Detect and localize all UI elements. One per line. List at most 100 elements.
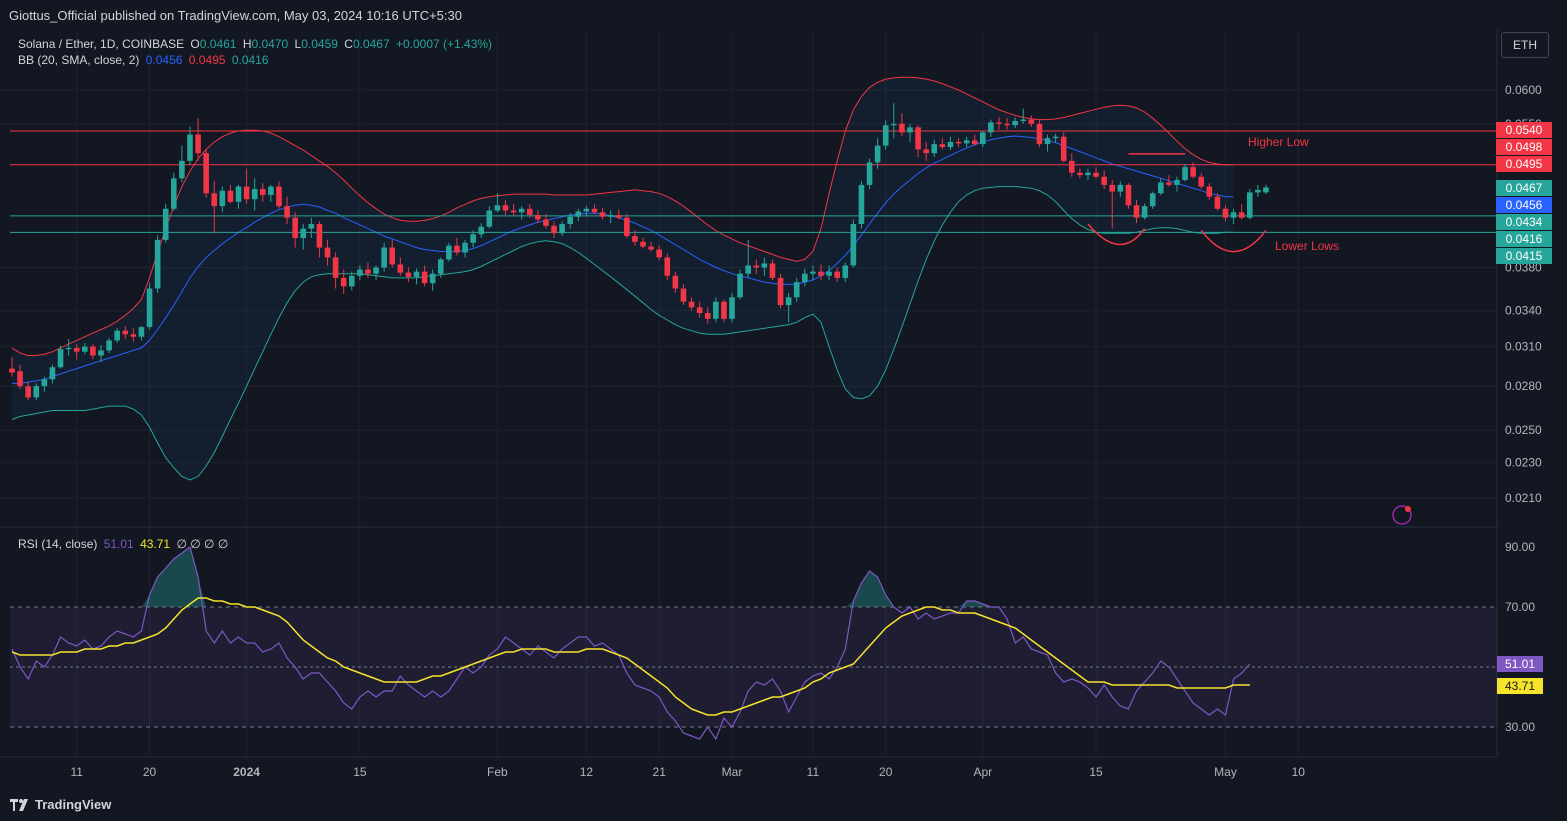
candle	[891, 103, 897, 139]
candle	[624, 214, 630, 238]
candle	[324, 239, 331, 266]
candle-body	[1206, 186, 1213, 197]
candle-body	[316, 224, 323, 248]
candle-body	[615, 214, 622, 218]
candle-body	[567, 216, 574, 225]
candle	[171, 172, 177, 211]
candle-body	[640, 241, 646, 247]
candle-body	[915, 127, 921, 150]
candle-body	[122, 330, 129, 335]
candle	[640, 237, 646, 249]
candle-body	[381, 247, 387, 268]
candle	[413, 268, 420, 285]
candle-body	[1101, 176, 1107, 185]
candle	[195, 118, 201, 161]
candle	[526, 204, 533, 218]
rsi-y-tick-label: 70.00	[1505, 600, 1535, 614]
bottom-bar: TradingView	[0, 790, 1567, 821]
candle	[65, 339, 72, 356]
candle-body	[211, 193, 218, 207]
candle	[243, 168, 250, 204]
alert-dot-icon	[1405, 506, 1411, 512]
candle-body	[1214, 196, 1221, 209]
candle	[421, 265, 428, 287]
lower-lows-annotation: Lower Lows	[1275, 239, 1340, 253]
candle	[1166, 175, 1172, 187]
candle	[688, 297, 695, 311]
candle	[1230, 208, 1237, 225]
low-label: L	[294, 37, 302, 51]
candle	[866, 158, 873, 190]
candle	[1157, 178, 1164, 195]
x-tick-label: 15	[353, 765, 367, 779]
candle-body	[268, 186, 274, 195]
candle-body	[963, 140, 970, 144]
candle	[486, 206, 493, 229]
candle-body	[259, 189, 266, 195]
candle	[1109, 179, 1116, 229]
candle	[567, 213, 574, 229]
candle	[648, 241, 654, 252]
candle-body	[437, 259, 444, 274]
candle-body	[138, 327, 145, 337]
price-tag: 0.0467	[1496, 180, 1552, 196]
candle-body	[802, 273, 808, 283]
candle-body	[729, 297, 735, 319]
candle	[389, 239, 396, 268]
candle	[235, 184, 242, 209]
candle-body	[365, 269, 371, 274]
candle-body	[988, 122, 994, 133]
candle	[33, 383, 40, 401]
candle-body	[1133, 205, 1140, 218]
candle	[251, 178, 258, 211]
bb-upper-line	[11, 76, 1234, 356]
tradingview-brand[interactable]: TradingView	[10, 797, 111, 812]
candle-body	[696, 307, 703, 314]
candle	[227, 184, 234, 204]
candle-body	[332, 257, 339, 278]
candle-body	[834, 271, 840, 278]
candle	[971, 134, 978, 146]
candle-body	[955, 141, 962, 144]
candle	[615, 209, 622, 220]
candle-body	[785, 297, 792, 306]
candle-body	[704, 313, 711, 319]
currency-button[interactable]: ETH	[1501, 32, 1549, 58]
candle-body	[769, 263, 776, 278]
candle-body	[899, 123, 905, 133]
x-tick-label: 11	[807, 765, 820, 779]
tradingview-logo-icon	[10, 798, 28, 811]
candle	[535, 210, 541, 224]
candle-body	[114, 330, 120, 341]
candle	[988, 119, 994, 137]
candle	[518, 206, 525, 220]
candle-body	[57, 349, 64, 368]
candle	[737, 269, 743, 300]
candle-body	[162, 208, 169, 240]
candle	[332, 252, 339, 289]
candle	[583, 206, 590, 217]
y-tick-label: 0.0280	[1505, 379, 1542, 393]
candle-body	[535, 214, 541, 220]
candle-body	[777, 277, 784, 306]
bb-fill	[12, 77, 1234, 480]
candle-body	[971, 140, 978, 145]
candle	[1077, 168, 1083, 179]
candle	[963, 136, 970, 148]
candle	[980, 130, 986, 148]
candle	[41, 376, 48, 392]
candle-body	[980, 132, 986, 145]
y-tick-label: 0.0210	[1505, 491, 1542, 505]
candle	[17, 364, 23, 389]
chart-canvas[interactable]: 0.06000.05500.03800.03400.03100.02800.02…	[0, 0, 1567, 790]
candle-body	[583, 208, 590, 212]
candle-body	[73, 347, 80, 352]
candle-body	[1109, 184, 1116, 192]
candle-body	[664, 257, 671, 276]
candle	[1198, 172, 1205, 190]
candle	[276, 181, 282, 209]
candle	[607, 210, 614, 224]
candle	[211, 180, 218, 234]
candle	[316, 221, 323, 258]
candle-body	[187, 134, 193, 161]
